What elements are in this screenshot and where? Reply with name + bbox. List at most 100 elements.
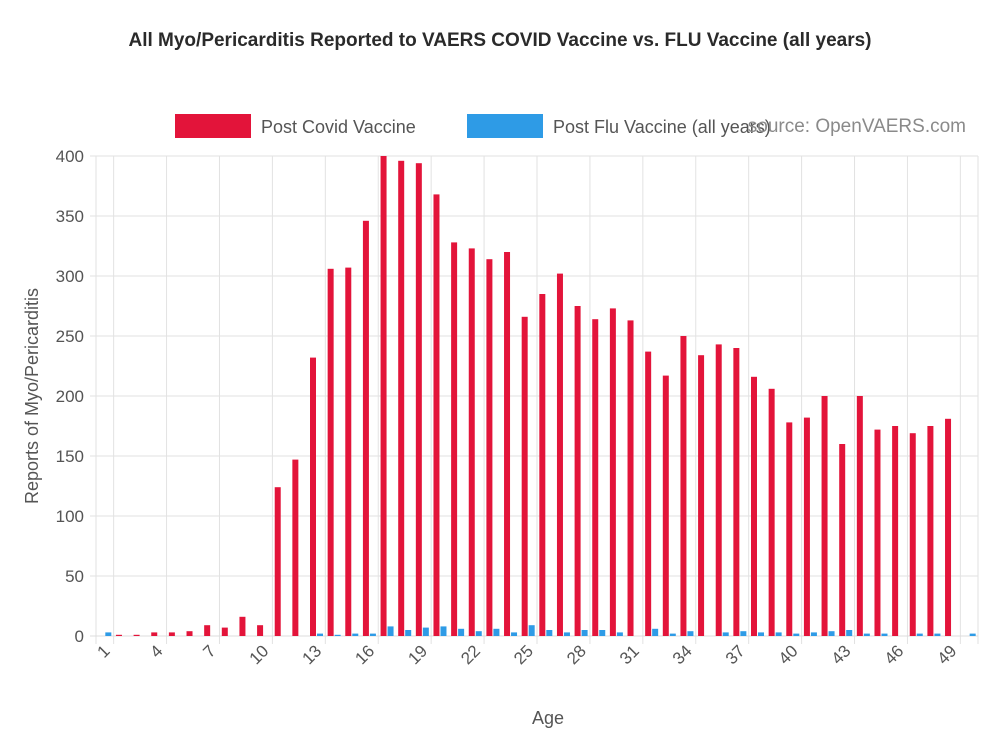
bar-flu-age-26[interactable] xyxy=(546,630,553,636)
bar-flu-age-38[interactable] xyxy=(758,632,764,636)
bar-flu-age-44[interactable] xyxy=(863,633,870,636)
bar-covid-age-20[interactable] xyxy=(433,194,440,636)
bar-flu-age-34[interactable] xyxy=(687,631,694,636)
bar-flu-age-40[interactable] xyxy=(793,633,800,636)
bar-covid-age-3[interactable] xyxy=(133,634,140,636)
bar-flu-age-47[interactable] xyxy=(916,633,923,636)
bar-covid-age-14[interactable] xyxy=(327,268,334,636)
bar-covid-age-9[interactable] xyxy=(239,616,246,636)
bar-covid-age-27[interactable] xyxy=(556,273,563,636)
bar-covid-age-18[interactable] xyxy=(398,160,405,637)
bar-flu-age-30[interactable] xyxy=(616,632,623,636)
bar-covid-age-12[interactable] xyxy=(292,459,299,636)
bar-flu-age-48[interactable] xyxy=(934,633,941,636)
x-tick-label: 25 xyxy=(510,641,537,668)
bar-covid-age-5[interactable] xyxy=(168,632,175,636)
bar-flu-age-23[interactable] xyxy=(493,628,500,636)
y-tick-label: 250 xyxy=(56,327,84,346)
bar-flu-age-19[interactable] xyxy=(422,627,429,636)
x-tick-label: 10 xyxy=(246,641,273,668)
bar-covid-age-46[interactable] xyxy=(892,426,899,636)
x-tick-label: 43 xyxy=(828,641,855,668)
bar-covid-age-15[interactable] xyxy=(345,267,352,636)
bar-covid-age-35[interactable] xyxy=(698,355,705,636)
bar-flu-age-14[interactable] xyxy=(334,634,341,636)
bar-covid-age-7[interactable] xyxy=(204,625,211,636)
bar-covid-age-34[interactable] xyxy=(680,336,687,636)
bar-covid-age-41[interactable] xyxy=(803,417,810,636)
bar-flu-age-36[interactable] xyxy=(722,632,729,636)
bar-covid-age-24[interactable] xyxy=(504,252,511,636)
legend-swatch-flu[interactable] xyxy=(467,114,543,138)
bar-covid-age-44[interactable] xyxy=(856,396,863,636)
bar-covid-age-48[interactable] xyxy=(927,426,934,636)
bar-covid-age-37[interactable] xyxy=(733,348,740,636)
bar-covid-age-40[interactable] xyxy=(786,422,793,636)
bar-flu-age-39[interactable] xyxy=(775,632,782,636)
bar-flu-age-22[interactable] xyxy=(475,631,482,636)
bar-flu-age-15[interactable] xyxy=(352,633,359,636)
bar-covid-age-6[interactable] xyxy=(186,631,193,636)
legend-swatch-covid[interactable] xyxy=(175,114,251,138)
bar-flu-age-24[interactable] xyxy=(511,632,518,636)
bar-flu-age-20[interactable] xyxy=(440,626,447,636)
bar-covid-age-42[interactable] xyxy=(821,396,828,636)
bar-covid-age-8[interactable] xyxy=(221,627,228,636)
bar-covid-age-29[interactable] xyxy=(592,319,599,636)
x-tick-label: 46 xyxy=(881,641,908,668)
bar-covid-age-36[interactable] xyxy=(715,344,722,636)
bar-flu-age-33[interactable] xyxy=(669,633,676,636)
bar-flu-age-37[interactable] xyxy=(740,631,747,636)
bar-flu-age-16[interactable] xyxy=(369,633,376,636)
bar-flu-age-28[interactable] xyxy=(581,630,588,636)
bar-flu-age-41[interactable] xyxy=(810,632,817,636)
bar-covid-age-33[interactable] xyxy=(662,375,669,636)
y-tick-label: 200 xyxy=(56,387,84,406)
bar-flu-age-21[interactable] xyxy=(458,628,465,636)
bar-covid-age-31[interactable] xyxy=(627,320,634,636)
bar-covid-age-49[interactable] xyxy=(945,418,952,636)
x-tick-label: 22 xyxy=(457,641,484,668)
bar-covid-age-30[interactable] xyxy=(609,308,616,636)
bar-covid-age-16[interactable] xyxy=(362,220,369,637)
bar-flu-age-18[interactable] xyxy=(405,630,412,636)
bar-flu-age-42[interactable] xyxy=(828,631,835,636)
source-watermark: source: OpenVAERS.com xyxy=(748,116,966,137)
bar-covid-age-45[interactable] xyxy=(874,429,881,636)
legend-label-flu: Post Flu Vaccine (all years) xyxy=(553,117,771,137)
bar-covid-age-25[interactable] xyxy=(521,316,528,636)
bar-flu-age-50[interactable] xyxy=(969,633,976,636)
x-tick-label: 7 xyxy=(199,641,219,661)
bar-covid-age-38[interactable] xyxy=(751,376,757,636)
bar-covid-age-10[interactable] xyxy=(257,625,264,636)
bar-covid-age-13[interactable] xyxy=(310,357,316,636)
x-tick-label: 16 xyxy=(351,641,378,668)
bar-covid-age-17[interactable] xyxy=(380,156,387,636)
bar-covid-age-26[interactable] xyxy=(539,294,546,636)
bar-covid-age-32[interactable] xyxy=(645,351,652,636)
bar-covid-age-22[interactable] xyxy=(468,248,475,636)
bar-covid-age-11[interactable] xyxy=(274,487,281,636)
bar-flu-age-1[interactable] xyxy=(105,632,112,636)
x-axis-title: Age xyxy=(532,708,564,728)
legend-label-covid: Post Covid Vaccine xyxy=(261,117,416,137)
y-axis-title: Reports of Myo/Pericarditis xyxy=(22,288,42,504)
bar-flu-age-27[interactable] xyxy=(563,632,570,636)
bar-covid-age-28[interactable] xyxy=(574,306,581,636)
bar-flu-age-32[interactable] xyxy=(652,628,659,636)
bar-covid-age-39[interactable] xyxy=(768,388,775,636)
bar-covid-age-23[interactable] xyxy=(486,259,493,636)
bar-covid-age-47[interactable] xyxy=(909,433,916,636)
chart-title: All Myo/Pericarditis Reported to VAERS C… xyxy=(128,30,872,51)
bar-flu-age-45[interactable] xyxy=(881,633,888,636)
bar-flu-age-17[interactable] xyxy=(387,626,394,636)
bar-flu-age-13[interactable] xyxy=(317,633,323,636)
bar-covid-age-2[interactable] xyxy=(115,634,122,636)
bar-covid-age-19[interactable] xyxy=(415,163,422,636)
bar-covid-age-43[interactable] xyxy=(839,444,846,636)
bar-covid-age-21[interactable] xyxy=(451,242,458,636)
bar-covid-age-4[interactable] xyxy=(151,632,158,636)
bar-flu-age-43[interactable] xyxy=(846,630,853,636)
bar-flu-age-29[interactable] xyxy=(599,630,606,636)
bar-flu-age-25[interactable] xyxy=(528,625,535,636)
